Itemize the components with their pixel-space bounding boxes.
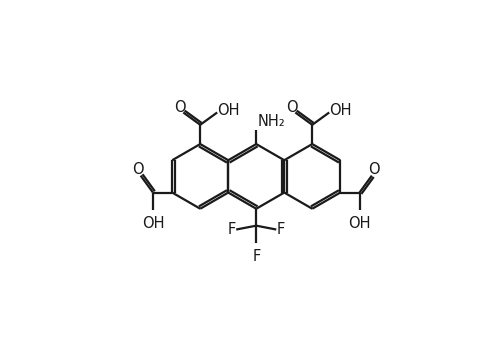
- Text: OH: OH: [348, 217, 371, 231]
- Text: F: F: [228, 222, 235, 237]
- Text: O: O: [368, 162, 380, 177]
- Text: O: O: [286, 100, 298, 115]
- Text: O: O: [132, 162, 144, 177]
- Text: F: F: [277, 222, 285, 237]
- Text: NH₂: NH₂: [258, 114, 285, 129]
- Text: OH: OH: [328, 103, 351, 118]
- Text: OH: OH: [216, 103, 239, 118]
- Text: F: F: [252, 249, 260, 264]
- Text: O: O: [174, 100, 186, 115]
- Text: OH: OH: [142, 217, 164, 231]
